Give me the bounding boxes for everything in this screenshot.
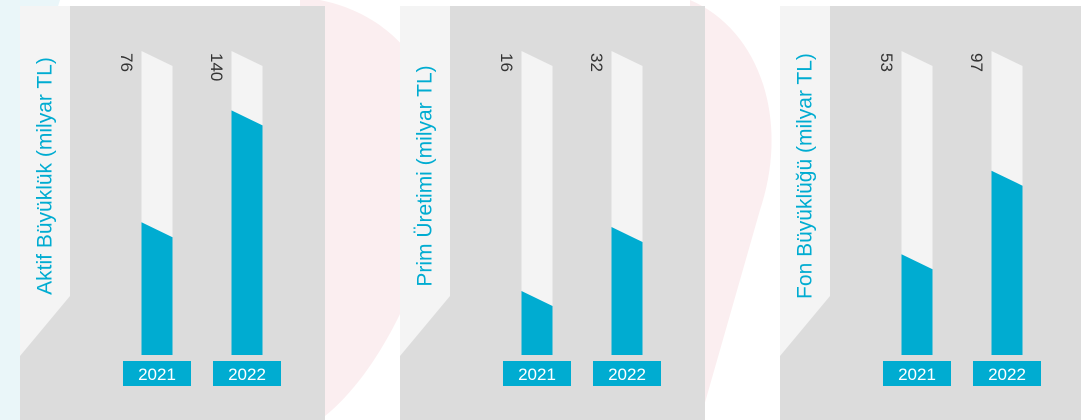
chart-title: Fon Büyüklüğü (milyar TL) (794, 53, 817, 299)
bar-value-label: 140 (207, 53, 226, 81)
title-tab (780, 6, 830, 356)
chart-panel-fon-buyuklugu: Fon Büyüklüğü (milyar TL) 53 2021 97 202… (780, 6, 1081, 420)
bar-value-label: 16 (497, 53, 516, 72)
chart-prim-uretimi: Prim Üretimi (milyar TL) 16 2021 32 2022 (400, 6, 661, 386)
chart-panel-aktif-buyukluk: Aktif Büyüklük (milyar TL) 76 2021 140 2… (20, 6, 325, 420)
year-label: 2022 (228, 365, 266, 384)
year-label-box (593, 361, 661, 386)
year-label: 2022 (988, 365, 1026, 384)
chart-title: Aktif Büyüklük (milyar TL) (34, 57, 57, 295)
bar-fill (901, 254, 933, 355)
year-label-box (973, 361, 1041, 386)
bar-fill (141, 222, 173, 355)
bar-2021: 53 2021 (877, 51, 951, 386)
chart-panel-prim-uretimi: Prim Üretimi (milyar TL) 16 2021 32 2022 (400, 6, 705, 420)
year-label-box (213, 361, 281, 386)
year-label-box (883, 361, 951, 386)
bar-value-label: 32 (587, 53, 606, 72)
bar-2021: 16 2021 (497, 51, 571, 386)
chart-fon-buyuklugu: Fon Büyüklüğü (milyar TL) 53 2021 97 202… (780, 6, 1041, 386)
bar-2022: 140 2022 (207, 51, 281, 386)
bar-fill (521, 291, 553, 355)
bar-value-label: 76 (117, 53, 136, 72)
year-label: 2021 (898, 365, 936, 384)
bar-value-label: 53 (877, 53, 896, 72)
bar-2022: 32 2022 (587, 51, 661, 386)
bar-value-label: 97 (967, 53, 986, 72)
chart-title: Prim Üretimi (milyar TL) (414, 65, 437, 286)
title-tab (20, 6, 70, 356)
year-label-box (123, 361, 191, 386)
chart-aktif-buyukluk: Aktif Büyüklük (milyar TL) 76 2021 140 2… (20, 6, 281, 386)
bar-track (521, 51, 553, 355)
year-label: 2021 (518, 365, 556, 384)
bar-fill (231, 110, 263, 355)
bar-2021: 76 2021 (117, 51, 191, 386)
year-label-box (503, 361, 571, 386)
title-tab (400, 6, 450, 356)
year-label: 2022 (608, 365, 646, 384)
year-label: 2021 (138, 365, 176, 384)
bar-2022: 97 2022 (967, 51, 1041, 386)
bar-fill (991, 170, 1023, 355)
bar-fill (611, 227, 643, 355)
